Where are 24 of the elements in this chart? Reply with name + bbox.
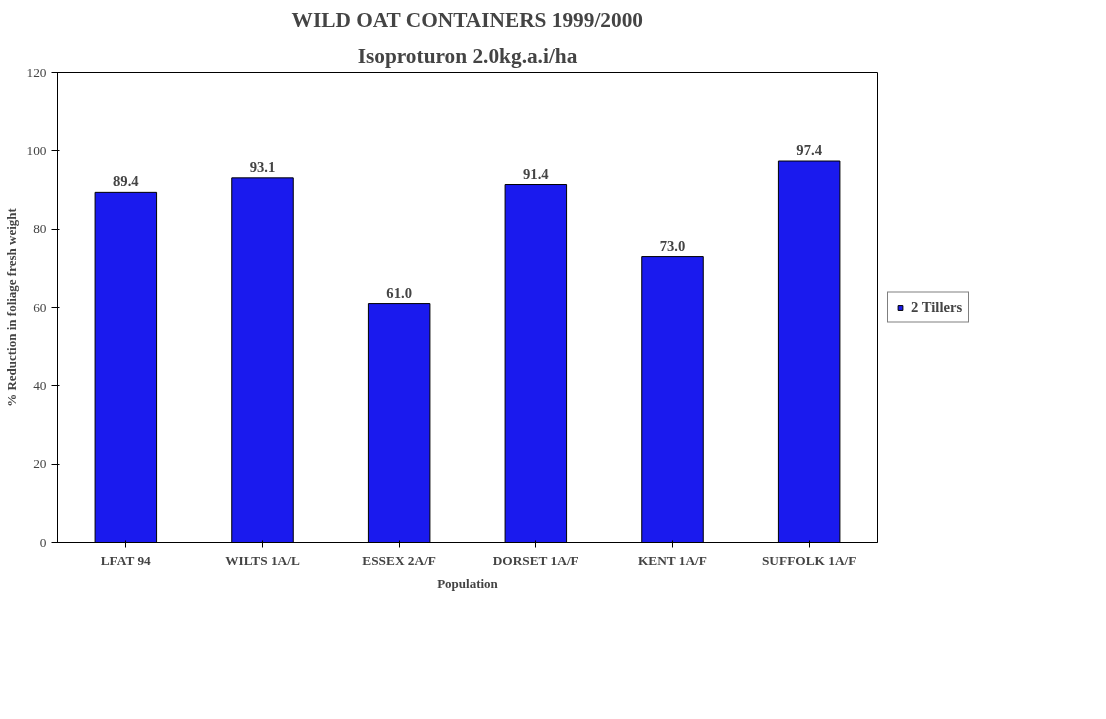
y-tick-label: 0 [39, 534, 47, 550]
data-label: 61.0 [386, 284, 412, 301]
data-label: 97.4 [796, 142, 823, 159]
x-axis-title: Population [437, 575, 499, 591]
x-tick-label: ESSEX 2A/F [362, 552, 437, 568]
x-tick-label: KENT 1A/F [637, 552, 707, 568]
y-tick-label: 120 [26, 64, 47, 80]
y-tick-label: 60 [33, 299, 47, 315]
x-tick-label: LFAT 94 [100, 552, 152, 568]
y-axis-title: % Reduction in foliage fresh weight [3, 207, 19, 407]
chart-subtitle: Isoproturon 2.0kg.a.i/ha [357, 43, 578, 68]
x-tick-label: SUFFOLK 1A/F [761, 552, 857, 568]
y-tick-label: 100 [26, 142, 47, 158]
y-tick-label: 80 [33, 221, 47, 237]
x-tick-label: DORSET 1A/F [492, 552, 579, 568]
x-tick-label: WILTS 1A/L [225, 552, 300, 568]
data-label: 91.4 [523, 165, 550, 182]
y-tick-label: 40 [33, 377, 47, 393]
legend-label: 2 Tillers [911, 298, 963, 316]
data-label: 93.1 [249, 158, 276, 175]
y-tick-label: 20 [33, 456, 47, 472]
chart-title: WILD OAT CONTAINERS 1999/2000 [291, 7, 643, 32]
data-label: 89.4 [113, 173, 140, 190]
data-label: 73.0 [659, 237, 686, 254]
